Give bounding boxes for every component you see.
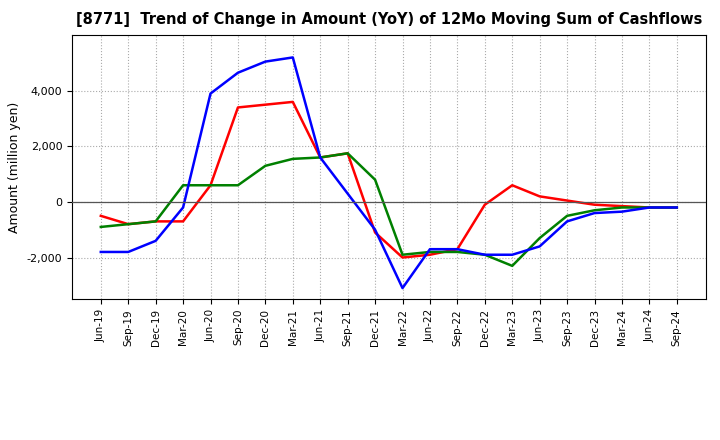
Operating Cashflow bbox=[590, 202, 599, 207]
Operating Cashflow bbox=[508, 183, 516, 188]
Operating Cashflow bbox=[453, 246, 462, 252]
Operating Cashflow bbox=[426, 252, 434, 257]
Operating Cashflow bbox=[151, 219, 160, 224]
Operating Cashflow bbox=[206, 183, 215, 188]
Free Cashflow bbox=[672, 205, 681, 210]
Operating Cashflow bbox=[124, 221, 132, 227]
Free Cashflow bbox=[426, 246, 434, 252]
Investing Cashflow bbox=[536, 235, 544, 241]
Free Cashflow bbox=[618, 209, 626, 214]
Operating Cashflow bbox=[316, 155, 325, 160]
Free Cashflow bbox=[233, 70, 242, 75]
Investing Cashflow bbox=[343, 150, 352, 156]
Operating Cashflow bbox=[96, 213, 105, 219]
Free Cashflow bbox=[371, 227, 379, 232]
Operating Cashflow bbox=[343, 150, 352, 156]
Operating Cashflow bbox=[371, 230, 379, 235]
Investing Cashflow bbox=[563, 213, 572, 219]
Free Cashflow bbox=[453, 246, 462, 252]
Investing Cashflow bbox=[151, 219, 160, 224]
Investing Cashflow bbox=[179, 183, 187, 188]
Free Cashflow bbox=[316, 155, 325, 160]
Investing Cashflow bbox=[398, 252, 407, 257]
Title: [8771]  Trend of Change in Amount (YoY) of 12Mo Moving Sum of Cashflows: [8771] Trend of Change in Amount (YoY) o… bbox=[76, 12, 702, 27]
Operating Cashflow bbox=[289, 99, 297, 105]
Free Cashflow bbox=[261, 59, 270, 64]
Investing Cashflow bbox=[453, 249, 462, 255]
Free Cashflow bbox=[536, 244, 544, 249]
Line: Investing Cashflow: Investing Cashflow bbox=[101, 153, 677, 266]
Line: Operating Cashflow: Operating Cashflow bbox=[101, 102, 677, 257]
Investing Cashflow bbox=[480, 252, 489, 257]
Line: Free Cashflow: Free Cashflow bbox=[101, 58, 677, 288]
Y-axis label: Amount (million yen): Amount (million yen) bbox=[8, 102, 21, 233]
Investing Cashflow bbox=[508, 263, 516, 268]
Investing Cashflow bbox=[645, 205, 654, 210]
Free Cashflow bbox=[508, 252, 516, 257]
Operating Cashflow bbox=[672, 205, 681, 210]
Investing Cashflow bbox=[618, 205, 626, 210]
Free Cashflow bbox=[343, 191, 352, 196]
Free Cashflow bbox=[645, 205, 654, 210]
Operating Cashflow bbox=[398, 255, 407, 260]
Free Cashflow bbox=[96, 249, 105, 255]
Investing Cashflow bbox=[233, 183, 242, 188]
Operating Cashflow bbox=[563, 198, 572, 203]
Operating Cashflow bbox=[645, 205, 654, 210]
Investing Cashflow bbox=[124, 221, 132, 227]
Free Cashflow bbox=[590, 210, 599, 216]
Operating Cashflow bbox=[480, 202, 489, 207]
Free Cashflow bbox=[179, 205, 187, 210]
Investing Cashflow bbox=[371, 177, 379, 182]
Operating Cashflow bbox=[179, 219, 187, 224]
Investing Cashflow bbox=[672, 205, 681, 210]
Operating Cashflow bbox=[618, 203, 626, 209]
Investing Cashflow bbox=[289, 156, 297, 161]
Free Cashflow bbox=[480, 252, 489, 257]
Free Cashflow bbox=[398, 286, 407, 291]
Free Cashflow bbox=[151, 238, 160, 243]
Investing Cashflow bbox=[316, 155, 325, 160]
Free Cashflow bbox=[206, 91, 215, 96]
Free Cashflow bbox=[289, 55, 297, 60]
Investing Cashflow bbox=[206, 183, 215, 188]
Operating Cashflow bbox=[261, 102, 270, 107]
Free Cashflow bbox=[563, 219, 572, 224]
Investing Cashflow bbox=[261, 163, 270, 169]
Investing Cashflow bbox=[426, 249, 434, 255]
Free Cashflow bbox=[124, 249, 132, 255]
Operating Cashflow bbox=[536, 194, 544, 199]
Investing Cashflow bbox=[96, 224, 105, 230]
Investing Cashflow bbox=[590, 208, 599, 213]
Operating Cashflow bbox=[233, 105, 242, 110]
